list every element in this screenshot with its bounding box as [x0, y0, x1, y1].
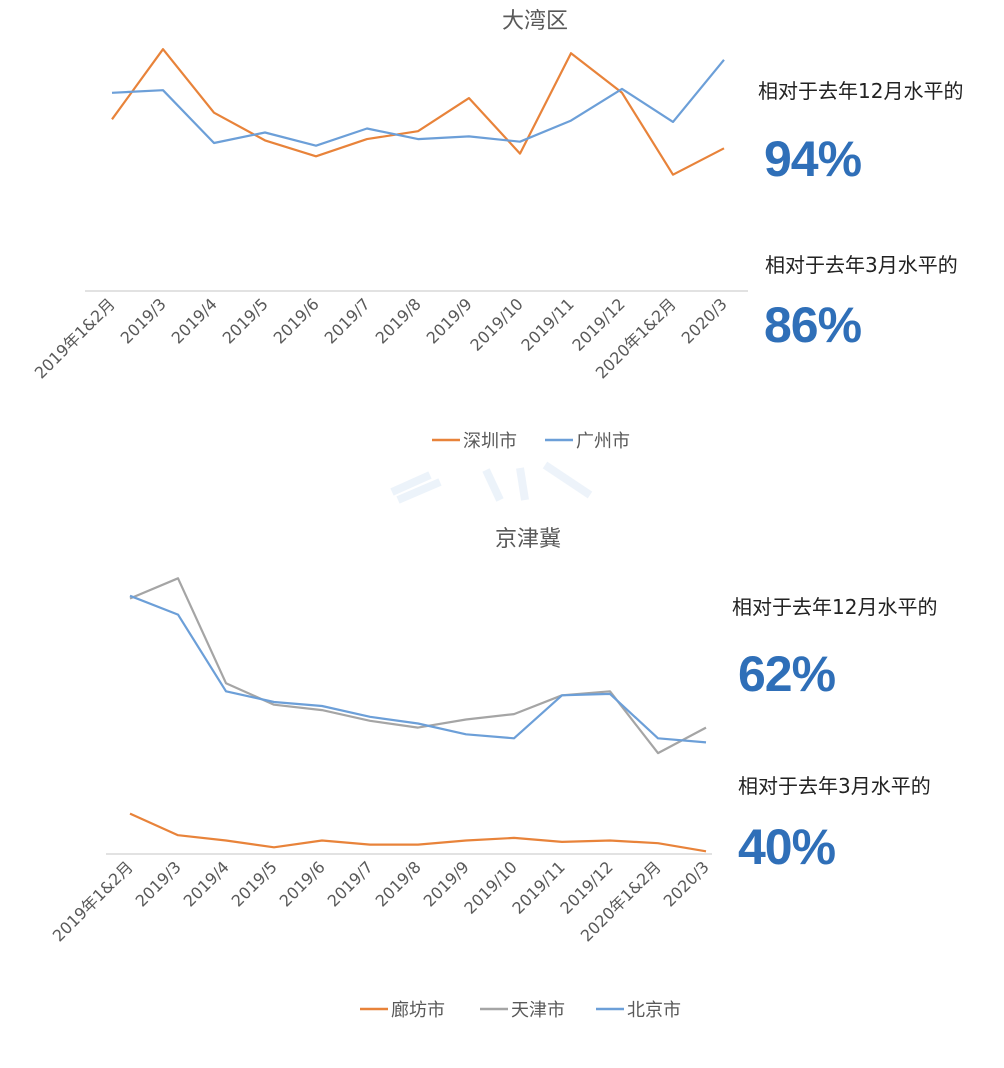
annotation-label-dec: 相对于去年12月水平的	[732, 595, 938, 619]
x-tick-label: 2020/3	[678, 294, 731, 347]
series-line-1	[129, 577, 707, 755]
x-tick-label: 2019/8	[372, 857, 425, 910]
x-tick-labels: 2019年1&2月2019/32019/42019/52019/62019/72…	[31, 294, 731, 382]
legend: 深圳市 广州市	[432, 431, 630, 452]
series-line-1	[111, 59, 725, 147]
legend-label: 广州市	[576, 431, 630, 452]
chart-greater-bay-area: 大湾区 2019年1&2月2019/32019/42019/52019/6201…	[31, 9, 748, 452]
series-line-0	[111, 48, 725, 176]
x-tick-label: 2019/6	[270, 294, 323, 347]
x-tick-label: 2019/6	[276, 857, 329, 910]
series-line-2	[129, 594, 707, 744]
legend-label: 廊坊市	[391, 1000, 445, 1021]
x-tick-label: 2019/4	[180, 857, 233, 910]
legend-label: 天津市	[511, 1000, 565, 1021]
chart-jing-jin-ji: 京津冀 2019年1&2月2019/32019/42019/52019/6201…	[49, 527, 713, 1021]
annotation-label-mar: 相对于去年3月水平的	[765, 253, 958, 277]
watermark	[390, 461, 593, 504]
chart-marks	[129, 577, 707, 853]
x-tick-labels: 2019年1&2月2019/32019/42019/52019/62019/72…	[49, 857, 713, 945]
annotation-value-dec: 62%	[738, 646, 836, 702]
x-tick-label: 2019/8	[372, 294, 425, 347]
x-tick-label: 2020/3	[660, 857, 713, 910]
x-tick-label: 2019年1&2月	[49, 857, 137, 945]
legend-label: 北京市	[627, 1000, 681, 1021]
x-tick-label: 2019/3	[117, 294, 170, 347]
annotation-label-dec: 相对于去年12月水平的	[758, 79, 964, 103]
annotation-value-mar: 40%	[738, 819, 836, 875]
annotation-value-dec: 94%	[764, 131, 862, 187]
x-tick-label: 2019/5	[228, 857, 281, 910]
chart-title: 京津冀	[495, 527, 561, 552]
x-tick-label: 2019/4	[168, 294, 221, 347]
x-tick-label: 2019/11	[517, 294, 577, 354]
legend-label: 深圳市	[463, 431, 517, 452]
x-tick-label: 2019/3	[132, 857, 185, 910]
annotation-value-mar: 86%	[764, 297, 862, 353]
x-tick-label: 2019/7	[321, 294, 374, 347]
legend: 廊坊市 天津市 北京市	[360, 1000, 681, 1021]
x-tick-label: 2019/7	[324, 857, 377, 910]
annotation-label-mar: 相对于去年3月水平的	[738, 774, 931, 798]
chart-title: 大湾区	[502, 9, 568, 34]
series-line-0	[129, 812, 707, 853]
x-tick-label: 2019/10	[466, 294, 526, 354]
x-tick-label: 2019/5	[219, 294, 272, 347]
chart-marks	[111, 48, 725, 176]
x-tick-label: 2019年1&2月	[31, 294, 119, 382]
